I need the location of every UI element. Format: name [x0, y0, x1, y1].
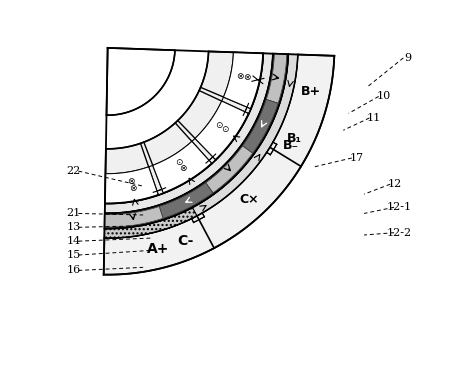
Polygon shape	[104, 207, 163, 227]
Polygon shape	[243, 99, 278, 153]
Text: ⊗: ⊗	[127, 177, 135, 186]
Polygon shape	[104, 55, 334, 275]
Polygon shape	[266, 54, 287, 103]
Polygon shape	[104, 207, 197, 238]
Text: 9: 9	[404, 53, 412, 63]
Text: 11: 11	[367, 113, 381, 123]
Text: 17: 17	[349, 153, 363, 163]
Polygon shape	[104, 54, 298, 238]
Text: ⊙: ⊙	[221, 125, 228, 134]
Text: ⊗: ⊗	[236, 72, 244, 80]
Text: A+: A+	[147, 243, 169, 257]
Polygon shape	[223, 52, 263, 109]
Text: ⊙: ⊙	[215, 121, 222, 130]
Text: ⊗: ⊗	[129, 184, 136, 193]
Text: 15: 15	[67, 250, 81, 260]
Polygon shape	[105, 51, 263, 204]
Text: 12: 12	[388, 179, 402, 189]
Text: B₁: B₁	[287, 132, 302, 145]
Polygon shape	[153, 141, 212, 193]
Text: ⊙: ⊙	[176, 158, 183, 167]
Text: B₋: B₋	[283, 139, 299, 152]
Polygon shape	[105, 53, 273, 213]
Polygon shape	[195, 101, 248, 159]
Text: 21: 21	[67, 208, 81, 218]
Text: 22: 22	[67, 166, 81, 176]
Text: 12-1: 12-1	[386, 202, 411, 212]
Text: ⊗: ⊗	[180, 164, 187, 173]
Text: 16: 16	[67, 265, 81, 275]
Text: 10: 10	[376, 91, 391, 101]
Text: B+: B+	[301, 84, 321, 98]
Text: ⊗: ⊗	[243, 73, 251, 82]
Text: 12-2: 12-2	[386, 228, 411, 238]
Polygon shape	[159, 183, 213, 218]
Polygon shape	[104, 54, 288, 229]
Text: 13: 13	[67, 222, 81, 232]
Polygon shape	[105, 167, 158, 203]
Text: C×: C×	[240, 193, 259, 206]
Text: C-: C-	[177, 233, 194, 247]
Polygon shape	[107, 48, 175, 115]
Text: 14: 14	[67, 236, 81, 246]
Polygon shape	[206, 146, 253, 193]
